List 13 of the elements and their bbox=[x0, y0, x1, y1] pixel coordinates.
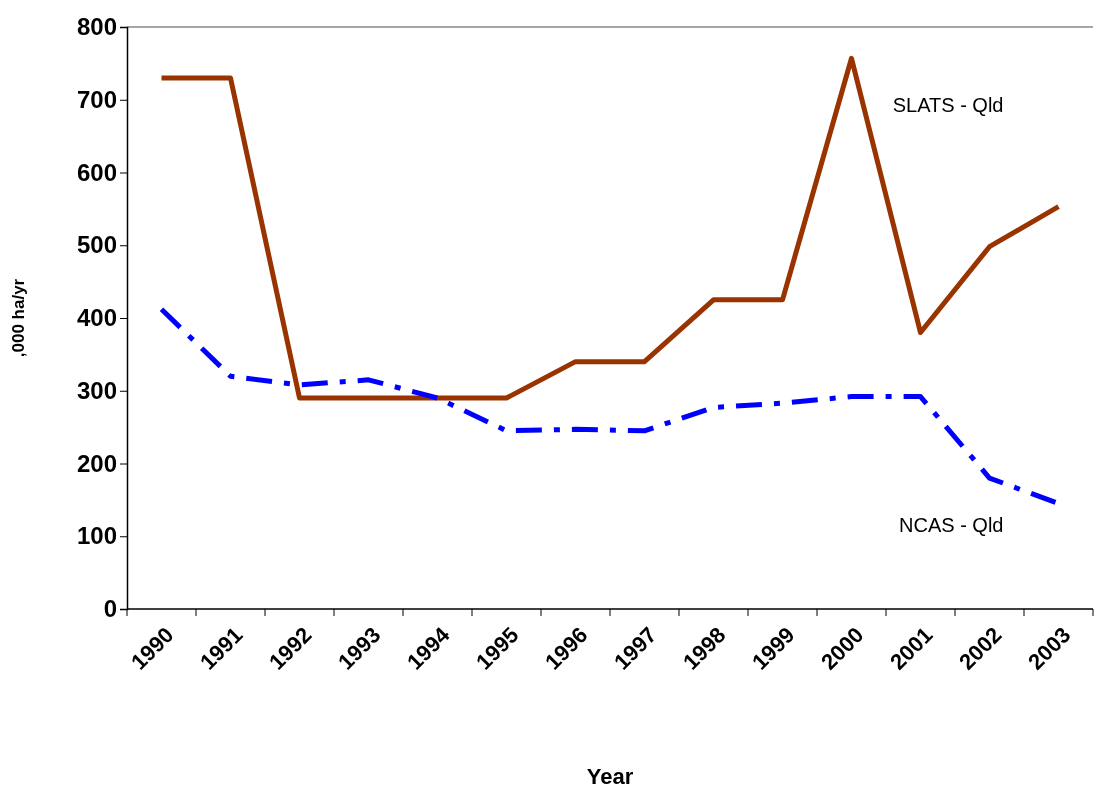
y-tick-label: 100 bbox=[76, 522, 117, 550]
y-tick-label: 500 bbox=[76, 231, 117, 259]
y-tick-label: 600 bbox=[76, 158, 117, 186]
y-tick-label: 400 bbox=[76, 304, 117, 332]
series-label: NCAS - Qld bbox=[899, 513, 1004, 536]
series-label: SLATS - Qld bbox=[892, 93, 1004, 116]
y-axis-title: ,000 ha/yr bbox=[9, 278, 28, 358]
y-tick-label: 700 bbox=[76, 85, 117, 113]
y-tick-label: 800 bbox=[76, 13, 117, 41]
y-tick-label: 0 bbox=[103, 595, 117, 623]
y-tick-label: 300 bbox=[76, 376, 117, 404]
x-axis-title: Year bbox=[586, 764, 634, 787]
y-tick-label: 200 bbox=[76, 449, 117, 477]
